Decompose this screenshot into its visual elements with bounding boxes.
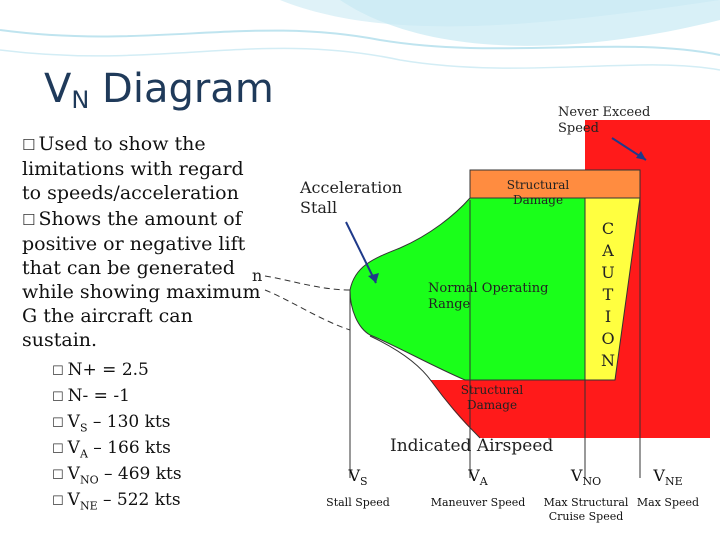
checkbox-icon: ☐ [52, 390, 64, 405]
spec-text: VNO – 469 kts [67, 464, 182, 487]
spec-bullet: ☐ N- = -1 [52, 386, 130, 406]
spec-bullet: ☐ VS – 130 kts [52, 412, 171, 434]
speed-symbol-s: VS [348, 466, 368, 489]
negative-region [350, 335, 430, 380]
x-axis-label: Indicated Airspeed [390, 436, 554, 456]
speed-desc-a: Maneuver Speed [430, 496, 526, 509]
bullet-text: Used to show the limitations with regard… [22, 133, 244, 204]
spec-bullet: ☐ VA – 166 kts [52, 438, 171, 460]
acceleration-stall-arrowhead [368, 273, 379, 283]
spec-bullet: ☐ N+ = 2.5 [52, 360, 149, 380]
bullet-1: ☐ Used to show the limitations with regar… [22, 132, 262, 205]
caution-letter: T [602, 285, 614, 304]
checkbox-icon: ☐ [52, 442, 64, 457]
checkbox-icon: ☐ [22, 136, 36, 154]
lower-stall-curve [350, 380, 480, 438]
stall-curve-dashed [264, 275, 351, 291]
spec-text: VA – 166 kts [67, 438, 171, 461]
caution-letter: I [604, 307, 612, 326]
never-exceed-arrowhead [636, 151, 646, 160]
caution-letter: N [601, 351, 615, 370]
acceleration-stall-label: Acceleration Stall [300, 178, 403, 217]
speed-symbol-a: VA [468, 466, 488, 489]
normal-range-label: Normal Operating Range [428, 281, 549, 312]
speed-desc-s: Stall Speed [326, 496, 390, 509]
spec-text: N+ = 2.5 [67, 360, 149, 380]
speed-desc-no: Max Structural Cruise Speed [543, 496, 629, 523]
spec-text: VNE – 522 kts [67, 490, 181, 513]
speed-desc-ne: Max Speed [636, 496, 700, 509]
bullet-text: Shows the amount of positive or negative… [22, 208, 261, 351]
checkbox-icon: ☐ [52, 416, 64, 431]
structural-damage-top-label: Structural Damage [506, 178, 570, 207]
checkbox-icon: ☐ [52, 494, 64, 509]
spec-bullet: ☐ VNE – 522 kts [52, 490, 181, 512]
caution-letter: A [602, 241, 614, 260]
structural-damage-bottom-label: Structural Damage [460, 383, 524, 412]
checkbox-icon: ☐ [52, 468, 64, 483]
lower-dashed-curve [264, 289, 351, 331]
speed-symbol-no: VNO [570, 466, 602, 489]
n-axis-letter: n [252, 266, 263, 285]
caution-letter: O [601, 329, 615, 348]
checkbox-icon: ☐ [22, 211, 36, 229]
never-exceed-label: Never Exceed Speed [558, 105, 651, 136]
speed-symbol-ne: VNE [653, 466, 683, 489]
page-title: VN Diagram [44, 66, 274, 114]
lower-stall-curve-line [369, 335, 481, 439]
caution-letter: C [601, 219, 615, 238]
checkbox-icon: ☐ [52, 364, 64, 379]
bullet-2: ☐ Shows the amount of positive or negativ… [22, 207, 262, 352]
header-wave-decoration [0, 0, 720, 71]
caution-letter: U [601, 263, 615, 282]
spec-text: VS – 130 kts [67, 412, 171, 435]
spec-bullet: ☐ VNO – 469 kts [52, 464, 182, 486]
acceleration-stall-arrow [345, 221, 377, 284]
spec-text: N- = -1 [67, 386, 130, 406]
